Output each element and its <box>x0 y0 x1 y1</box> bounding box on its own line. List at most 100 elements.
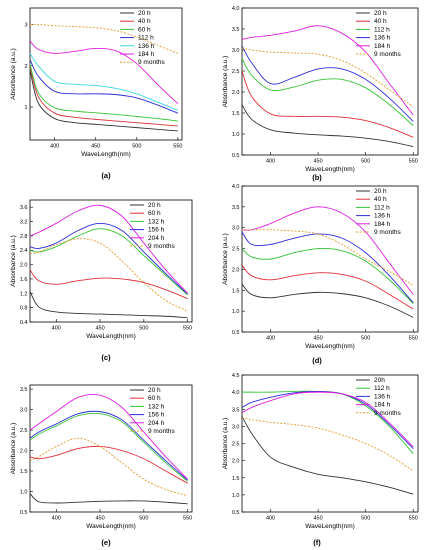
legend-label: 156 h <box>148 412 165 419</box>
chart-panel-1: 400 450 500 550 1 2 3 WaveLength(nm) Absorbance … <box>10 7 183 180</box>
y-tick-label: 3 <box>24 23 27 29</box>
y-tick-label: 1.0 <box>20 490 28 496</box>
x-tick-label: 450 <box>95 516 104 522</box>
y-tick-label: 1.0 <box>232 309 240 315</box>
series-line-2 <box>30 445 188 484</box>
y-tick-label: 1 <box>24 105 27 111</box>
plot-frame <box>29 199 193 323</box>
series-line-2 <box>30 65 178 127</box>
series-line-2 <box>242 264 414 310</box>
y-tick-label: 4.5 <box>232 373 240 379</box>
x-tick-label: 550 <box>409 159 418 165</box>
series-line-6 <box>242 229 414 286</box>
x-tick-label: 400 <box>266 336 275 342</box>
x-tick-label: 400 <box>52 516 61 522</box>
y-tick-label: 2.0 <box>232 90 240 96</box>
panel-caption: (c) <box>101 353 111 362</box>
x-tick-label: 550 <box>173 144 182 150</box>
legend-label: 156 h <box>148 227 165 234</box>
y-tick-label: 2.0 <box>232 267 240 273</box>
legend-label: 112 h <box>374 204 390 211</box>
y-tick-label: 2.8 <box>20 234 28 240</box>
panel-caption: (b) <box>312 173 322 182</box>
series-line-2 <box>242 70 414 138</box>
y-tick-label: 2.0 <box>232 459 240 465</box>
x-tick-label: 500 <box>139 516 148 522</box>
series-line-4 <box>30 410 188 481</box>
y-tick-label: 2.0 <box>20 263 28 269</box>
series-line-3 <box>242 248 414 304</box>
series-line-5 <box>30 393 188 480</box>
series-line-5 <box>242 206 414 295</box>
legend-label: 112 h <box>374 385 390 392</box>
legend-label: 20 h <box>374 10 387 17</box>
y-tick-label: 1.2 <box>20 291 28 297</box>
x-axis-label: WaveLength(nm) <box>305 523 355 530</box>
x-axis-label: WaveLength(nm) <box>305 343 355 350</box>
series-line-1 <box>242 283 414 318</box>
legend-label: 40 h <box>138 18 151 25</box>
series-line-6 <box>30 437 188 497</box>
y-tick-label: 0.5 <box>232 330 240 336</box>
plot-frame <box>29 7 183 141</box>
y-tick-label: 2.5 <box>232 442 240 448</box>
series-line-3 <box>30 228 188 296</box>
legend-label: 9 months <box>148 243 175 250</box>
series-line-1 <box>242 104 414 148</box>
x-tick-label: 450 <box>91 144 100 150</box>
series-line-1 <box>242 415 414 495</box>
series-line-1 <box>30 493 188 505</box>
series-line-3 <box>30 412 188 482</box>
y-axis-label: Absorbance (a.u.) <box>222 233 229 285</box>
y-tick-label: 3.0 <box>20 408 28 414</box>
series-line-4 <box>242 391 414 448</box>
legend-label: 112 h <box>138 35 154 42</box>
y-tick-label: 4.0 <box>232 390 240 396</box>
y-tick-label: 3.0 <box>232 48 240 54</box>
y-axis-label: Absorbance (a.u.) <box>222 56 229 108</box>
panel-caption: (a) <box>101 171 111 180</box>
series-line-7 <box>30 23 179 54</box>
legend-label: 184 h <box>374 221 391 228</box>
legend-label: 40 h <box>374 18 387 25</box>
series-line-4 <box>242 45 414 122</box>
legend-label: 184 h <box>374 402 391 409</box>
x-tick-label: 400 <box>52 326 61 332</box>
legend-label: 40 h <box>374 196 387 203</box>
legend-label: 136 h <box>374 393 391 400</box>
y-tick-label: 2.0 <box>20 449 28 455</box>
y-tick-label: 3.0 <box>232 226 240 232</box>
x-tick-label: 500 <box>361 336 370 342</box>
y-tick-label: 1.0 <box>232 132 240 138</box>
legend-label: 204 h <box>148 235 165 242</box>
y-axis-label: Absorbance (a.u.) <box>10 48 17 100</box>
y-tick-label: 0.4 <box>20 320 28 326</box>
chart-panel-6: 400 450 500 550 0.5 1.0 1.5 2.0 2.5 3.0 3.5 4.0 4.5 W… <box>222 373 419 547</box>
chart-panel-4: 400 450 500 550 0.5 1.0 1.5 2.0 2.5 3.0 3.5 4.0 Wave… <box>222 184 419 365</box>
x-tick-label: 450 <box>314 516 323 522</box>
y-tick-label: 0.5 <box>20 510 28 516</box>
y-tick-label: 3.5 <box>20 387 28 393</box>
y-tick-label: 3.5 <box>232 27 240 33</box>
x-tick-label: 500 <box>361 159 370 165</box>
y-tick-label: 3.6 <box>20 205 28 211</box>
legend-label: 20 h <box>148 387 161 394</box>
legend-label: 20 h <box>138 10 151 17</box>
plot-frame <box>29 384 193 513</box>
legend-label: 184 h <box>138 51 155 58</box>
chart-panel-2: 400 450 500 550 0.5 1.0 1.5 2.0 2.5 3.0 3.5 4.0 Wave… <box>222 6 419 182</box>
legend-label: 9 months <box>148 428 175 435</box>
panel-caption: (d) <box>312 356 322 365</box>
panel-caption: (f) <box>313 538 321 547</box>
x-tick-label: 550 <box>183 326 192 332</box>
legend-label: 136 h <box>374 35 391 42</box>
x-tick-label: 550 <box>409 336 418 342</box>
y-axis-label: Absorbance (a.u.) <box>10 423 17 475</box>
x-tick-label: 550 <box>183 516 192 522</box>
legend-label: 20 h <box>148 202 161 209</box>
legend-label: 9 months <box>138 59 165 66</box>
series-line-2 <box>30 269 188 300</box>
y-tick-label: 1.5 <box>232 111 240 117</box>
x-tick-label: 500 <box>361 516 370 522</box>
